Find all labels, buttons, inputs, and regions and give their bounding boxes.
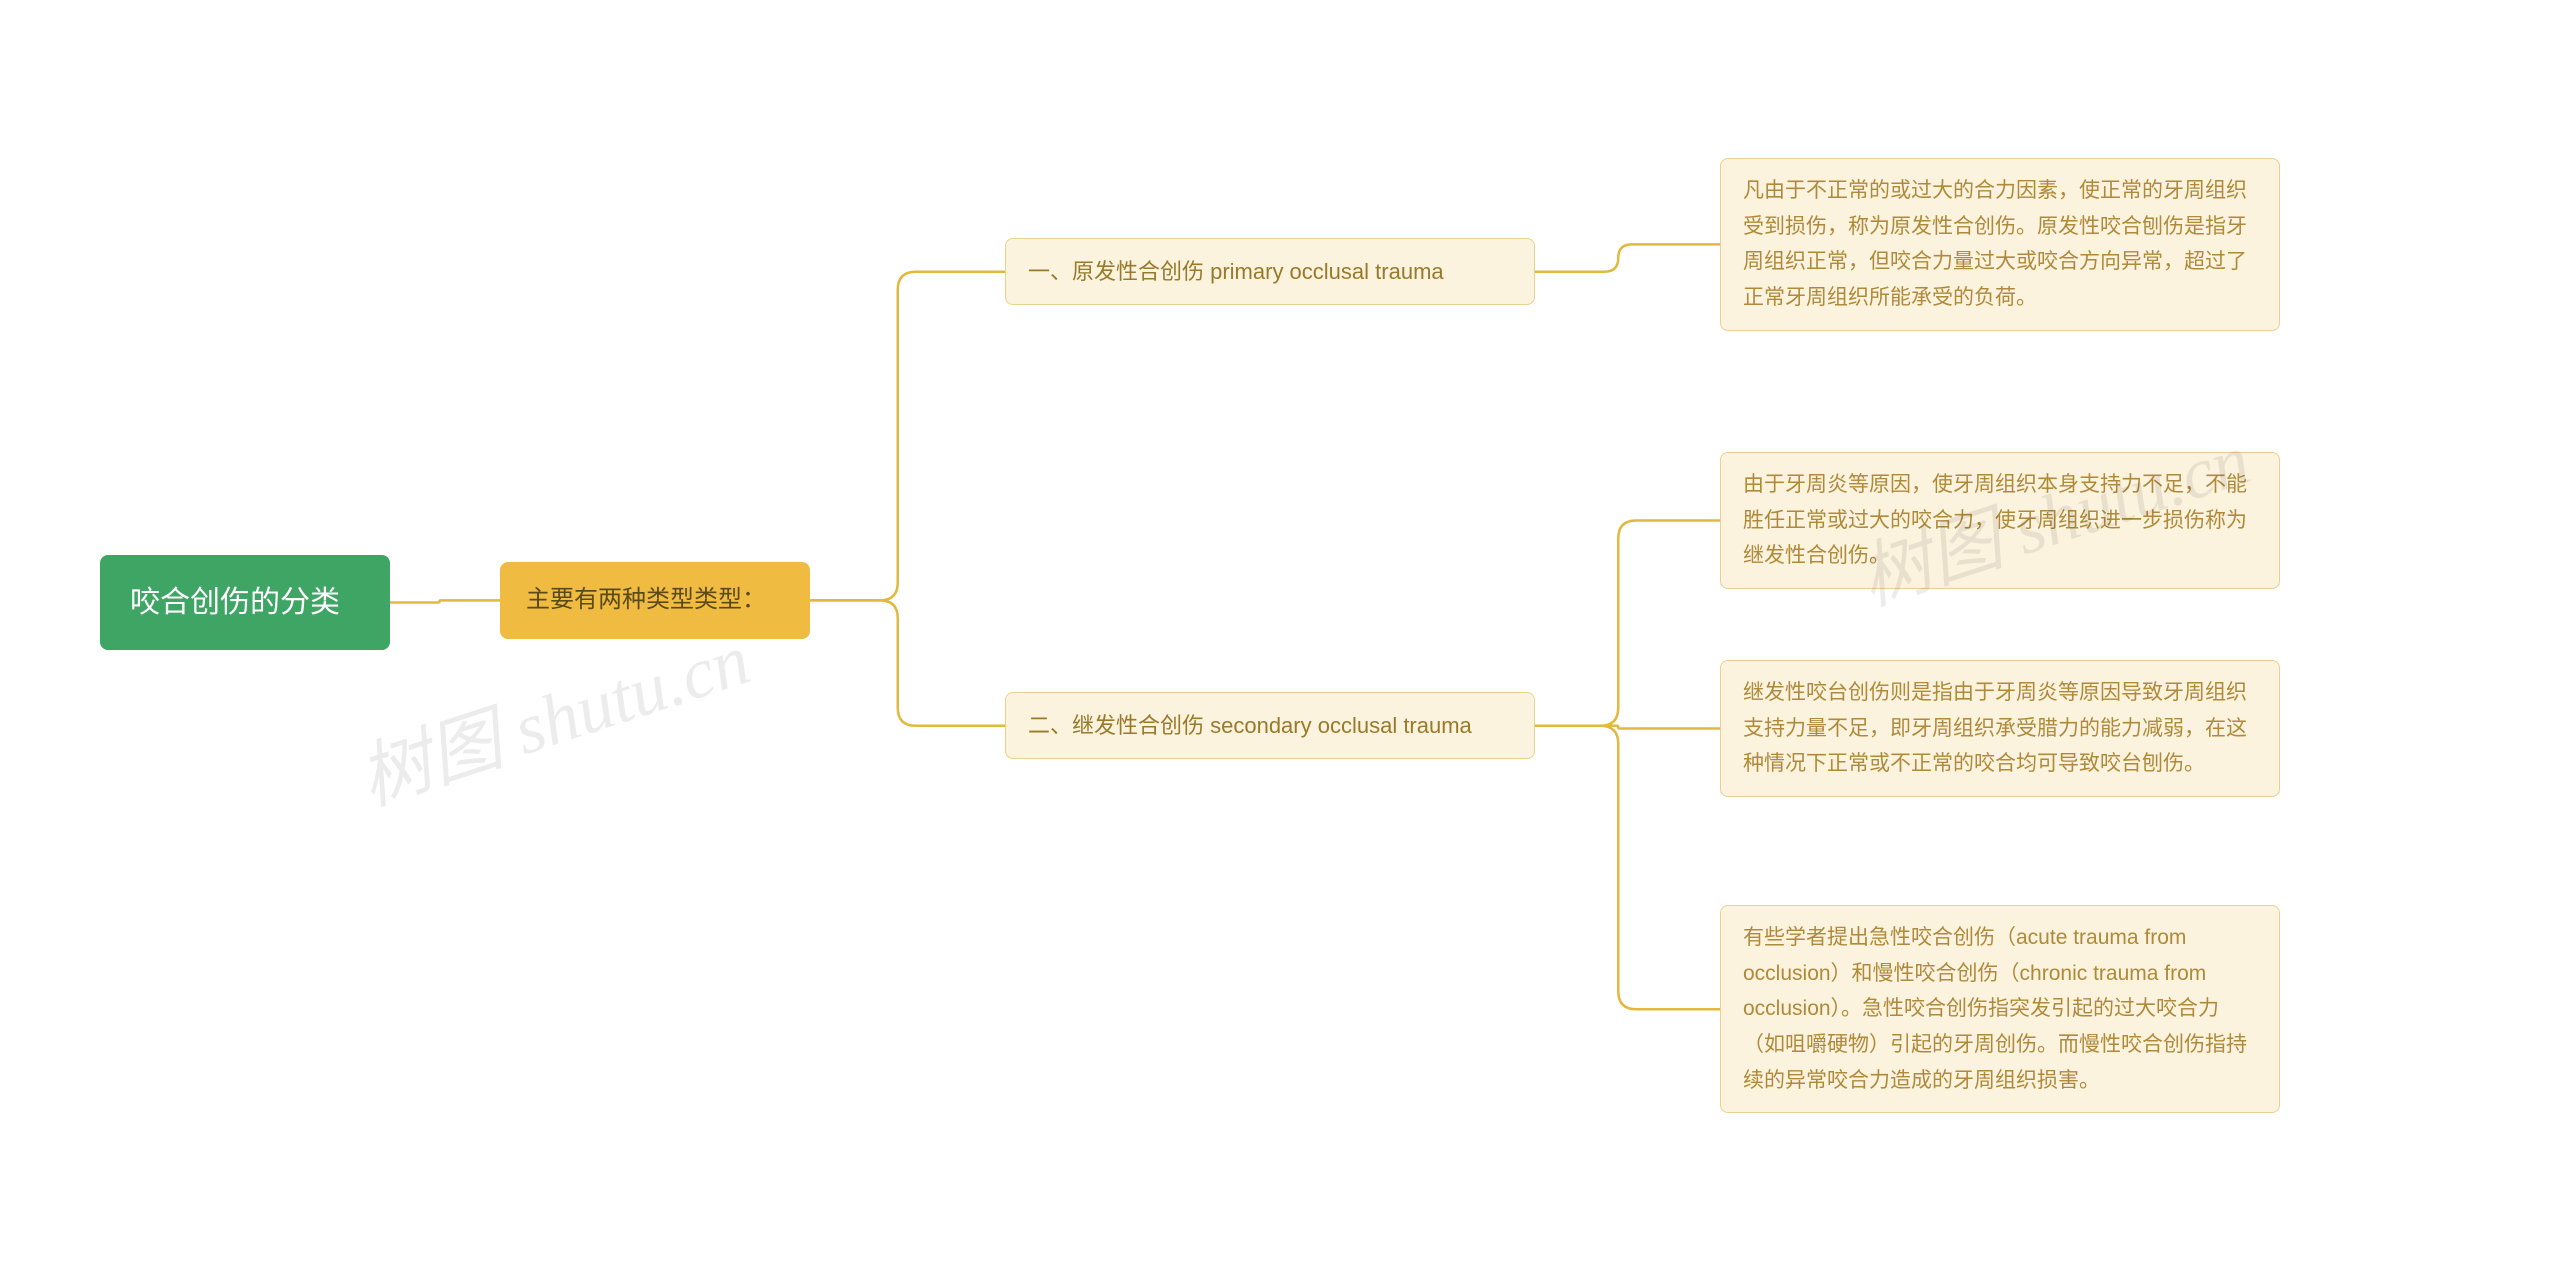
node-l2b: 二、继发性合创伤 secondary occlusal trauma (1005, 692, 1535, 759)
node-l2a: 一、原发性合创伤 primary occlusal trauma (1005, 238, 1535, 305)
edge-l1-l2b (810, 600, 1005, 725)
edge-l2b-leaf3 (1535, 726, 1720, 729)
node-l1: 主要有两种类型类型： (500, 562, 810, 639)
edge-l2b-leaf2 (1535, 521, 1720, 726)
node-leaf4: 有些学者提出急性咬合创伤（acute trauma from occlusion… (1720, 905, 2280, 1113)
edge-l1-l2a (810, 272, 1005, 601)
edge-root-l1 (390, 600, 500, 602)
edge-l2b-leaf4 (1535, 726, 1720, 1010)
node-root: 咬合创伤的分类 (100, 555, 390, 650)
edge-l2a-leaf1 (1535, 244, 1720, 271)
node-leaf3: 继发性咬台创伤则是指由于牙周炎等原因导致牙周组织支持力量不足，即牙周组织承受腊力… (1720, 660, 2280, 797)
node-leaf2: 由于牙周炎等原因，使牙周组织本身支持力不足，不能胜任正常或过大的咬合力，使牙周组… (1720, 452, 2280, 589)
node-leaf1: 凡由于不正常的或过大的合力因素，使正常的牙周组织受到损伤，称为原发性合创伤。原发… (1720, 158, 2280, 331)
